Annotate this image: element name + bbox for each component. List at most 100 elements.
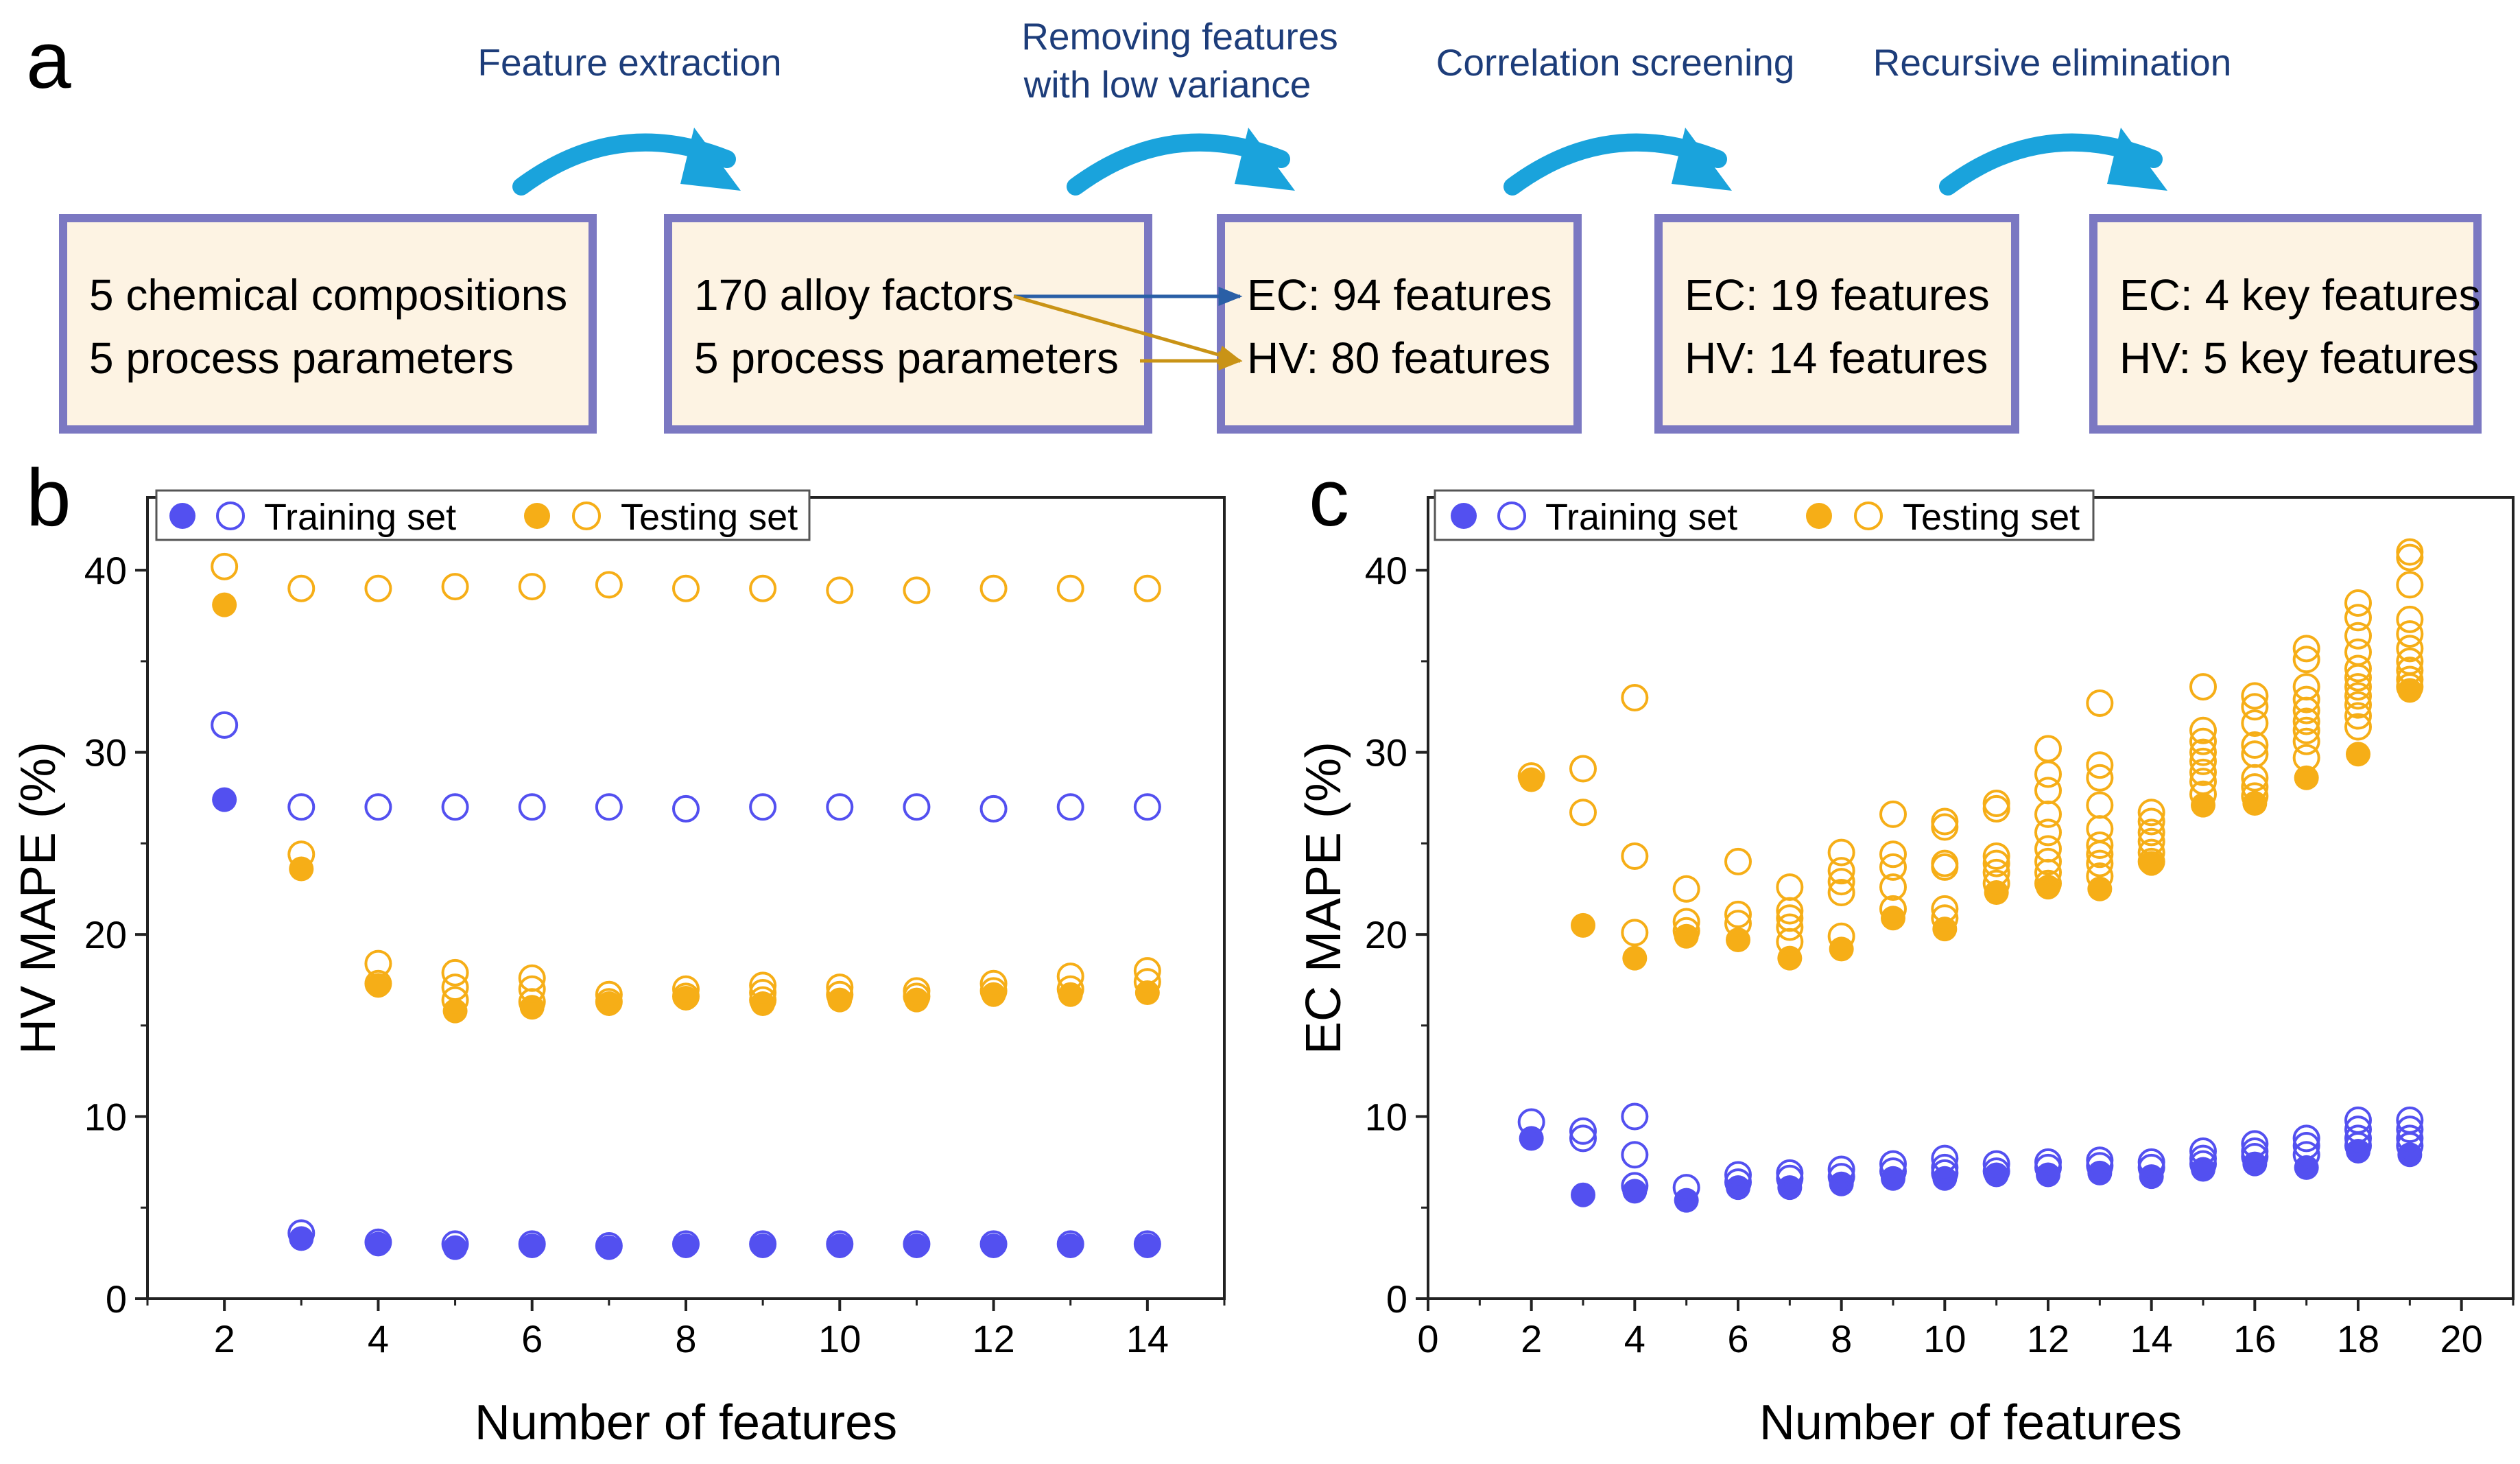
- panel-b-xtick-label: 8: [675, 1317, 696, 1360]
- panel-b-legend: Training set Testing set: [155, 489, 811, 541]
- testing-point-open: [749, 979, 777, 1007]
- testing-point-open: [2189, 738, 2217, 766]
- testing-point-open: [749, 971, 777, 1000]
- training-point-open: [2396, 1124, 2424, 1153]
- panel-c-xtick-label: 20: [2440, 1317, 2483, 1360]
- training-point-open: [1569, 1117, 1597, 1145]
- testing-point-open: [1931, 895, 1959, 923]
- panel-b-xtick-label: 6: [521, 1317, 543, 1360]
- training-point-open: [2189, 1137, 2217, 1165]
- panel-b-xtick-label: 4: [368, 1317, 389, 1360]
- testing-point-open: [518, 964, 546, 992]
- panel-b-ytick-label: 20: [84, 913, 127, 956]
- testing-point-open: [441, 973, 469, 1002]
- training-point-open: [903, 1230, 931, 1258]
- training-point-open: [1621, 1102, 1649, 1131]
- testing-point-open: [2241, 764, 2269, 792]
- testing-point-open: [2396, 635, 2424, 663]
- testing-point-open: [2344, 673, 2372, 701]
- testing-point-open: [364, 949, 392, 978]
- testing-point-open: [1982, 789, 2010, 817]
- testing-point-open: [2344, 622, 2372, 650]
- testing-point-open: [2396, 605, 2424, 633]
- training-point-filled: [827, 1233, 853, 1259]
- box-low-variance-line2: HV: 80 features: [1247, 333, 1550, 383]
- testing-point-open: [1056, 963, 1084, 991]
- step-recursive-elimination: Recursive elimination: [1873, 41, 2232, 84]
- training-point-open: [211, 711, 239, 739]
- testing-point-open: [2086, 840, 2114, 869]
- testing-point-open: [826, 576, 854, 604]
- testing-point-open: [2344, 713, 2372, 741]
- testing-point-open: [2396, 673, 2424, 701]
- testing-point-open: [2241, 731, 2269, 759]
- box-initial-inputs-line2: 5 process parameters: [89, 333, 514, 383]
- testing-point-open: [1133, 574, 1161, 602]
- panel-a: a Feature extraction Removing features w…: [26, 15, 2482, 434]
- testing-point-open: [749, 574, 777, 602]
- training-point-filled: [519, 1233, 545, 1259]
- testing-point-open: [672, 982, 700, 1011]
- panel-b-ytick-label: 0: [106, 1277, 127, 1321]
- training-point-open: [518, 1230, 546, 1258]
- panel-b-ytick-label: 10: [84, 1096, 127, 1139]
- panel-b-xtick-label: 14: [1126, 1317, 1169, 1360]
- panel-c-xtick-label: 8: [1831, 1317, 1852, 1360]
- training-point-filled: [1058, 1233, 1083, 1259]
- testing-point-open: [1776, 928, 1804, 956]
- panel-b-xtick-label: 12: [972, 1317, 1014, 1360]
- training-point-open: [2241, 1142, 2269, 1170]
- testing-point-open: [2344, 702, 2372, 730]
- testing-point-open: [2086, 862, 2114, 890]
- training-point-open: [1056, 793, 1084, 821]
- testing-point-open: [287, 574, 316, 602]
- box-low-variance-line1: EC: 94 features: [1247, 270, 1552, 320]
- training-point-open: [595, 1232, 623, 1260]
- training-point-filled: [1829, 1171, 1854, 1196]
- box-low-variance-result: EC: 94 features HV: 80 features: [1217, 214, 1582, 434]
- testing-point-filled: [1622, 945, 1648, 971]
- panel-c-ylabel: EC MAPE (%): [1296, 742, 1351, 1054]
- panel-c-xtick-label: 6: [1727, 1317, 1748, 1360]
- panel-b-label: b: [26, 453, 71, 543]
- testing-point-open: [211, 552, 239, 580]
- testing-point-open: [2034, 869, 2062, 897]
- legend-b-training-open: [216, 501, 245, 530]
- testing-point-open: [1931, 853, 1959, 881]
- step-feature-extraction: Feature extraction: [477, 41, 781, 84]
- testing-point-open: [2241, 709, 2269, 737]
- panel-b: b 2 4 6 8 10 12 14 0 10 20 30 40 Number of features…: [11, 453, 1226, 1450]
- testing-point-open: [1982, 858, 2010, 886]
- testing-point-filled: [2139, 851, 2164, 876]
- training-point-open: [2344, 1115, 2372, 1144]
- testing-point-open: [441, 958, 469, 987]
- testing-point-open: [1133, 957, 1161, 985]
- legend-b-testing-open: [572, 501, 601, 530]
- training-point-open: [595, 793, 623, 821]
- training-point-open: [2137, 1153, 2165, 1181]
- testing-point-open: [1672, 917, 1700, 945]
- box-correlation-line2: HV: 14 features: [1685, 333, 1988, 383]
- box-alloy-factors-line1: 170 alloy factors: [694, 270, 1014, 320]
- training-point-filled: [1134, 1233, 1160, 1259]
- box-initial-inputs-line1: 5 chemical compositions: [89, 270, 567, 320]
- training-point-open: [1931, 1144, 1959, 1172]
- testing-point-open: [2344, 691, 2372, 719]
- testing-point-open: [1982, 842, 2010, 870]
- training-point-open: [1621, 1172, 1649, 1200]
- testing-point-open: [2137, 838, 2165, 866]
- testing-point-open: [2344, 654, 2372, 683]
- testing-point-filled: [1881, 906, 1905, 931]
- testing-point-open: [595, 988, 623, 1016]
- testing-point-open: [1569, 799, 1597, 827]
- training-point-open: [1724, 1161, 1752, 1189]
- panel-c-ytick-label: 30: [1365, 731, 1407, 775]
- training-point-filled: [750, 1233, 776, 1259]
- step-arrow-1: [512, 128, 741, 196]
- testing-point-open: [2034, 818, 2062, 847]
- testing-point-open: [441, 573, 469, 601]
- testing-point-open: [518, 975, 546, 1003]
- testing-point-open: [1879, 800, 1907, 828]
- training-point-open: [2189, 1150, 2217, 1178]
- testing-point-open: [2292, 646, 2320, 674]
